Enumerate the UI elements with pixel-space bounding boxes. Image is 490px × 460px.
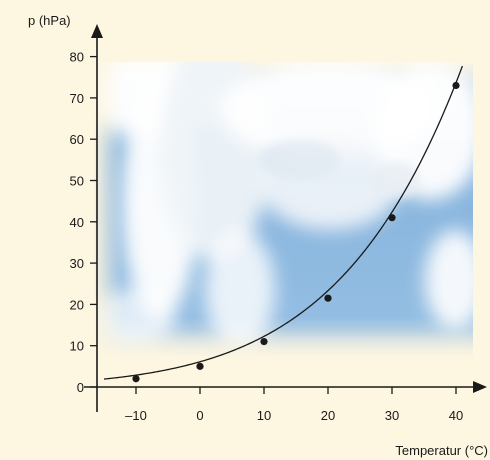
x-tick-label: 40: [449, 408, 463, 423]
y-tick-label: 80: [70, 50, 84, 65]
curve-layer: [103, 65, 464, 380]
x-tick-label: 10: [257, 408, 271, 423]
y-tick-label: 20: [70, 297, 84, 312]
cloud-photo-background: [93, 62, 473, 362]
y-tick-label: 60: [70, 132, 84, 147]
x-axis-arrow: [473, 381, 487, 393]
data-point: [196, 362, 204, 370]
y-tick-label: 40: [70, 215, 84, 230]
data-point: [260, 337, 268, 346]
data-point: [324, 294, 332, 302]
y-tick-label: 10: [70, 339, 84, 354]
x-tick-label: 30: [385, 408, 399, 423]
data-point: [388, 214, 396, 222]
x-tick-label: 20: [321, 408, 335, 423]
labels-layer: 0 10 20 30 40 50 60 70 80 –10 0 10 20 30 40 p (hPa) Temp…: [28, 13, 488, 458]
x-axis-title: Temperatur (°C): [395, 443, 488, 458]
y-axis-title: p (hPa): [28, 13, 71, 28]
points-layer: [132, 81, 460, 383]
y-tick-label: 0: [77, 380, 84, 395]
y-axis-arrow: [91, 24, 103, 38]
y-tick-label: 50: [70, 174, 84, 189]
x-tick-label: 0: [196, 408, 203, 423]
data-point: [452, 81, 460, 90]
data-point: [132, 375, 140, 383]
y-tick-label: 30: [70, 256, 84, 271]
y-tick-label: 70: [70, 91, 84, 106]
axes: [84, 24, 487, 412]
vapor-pressure-curve: [103, 65, 464, 380]
x-tick-label: –10: [125, 408, 147, 423]
